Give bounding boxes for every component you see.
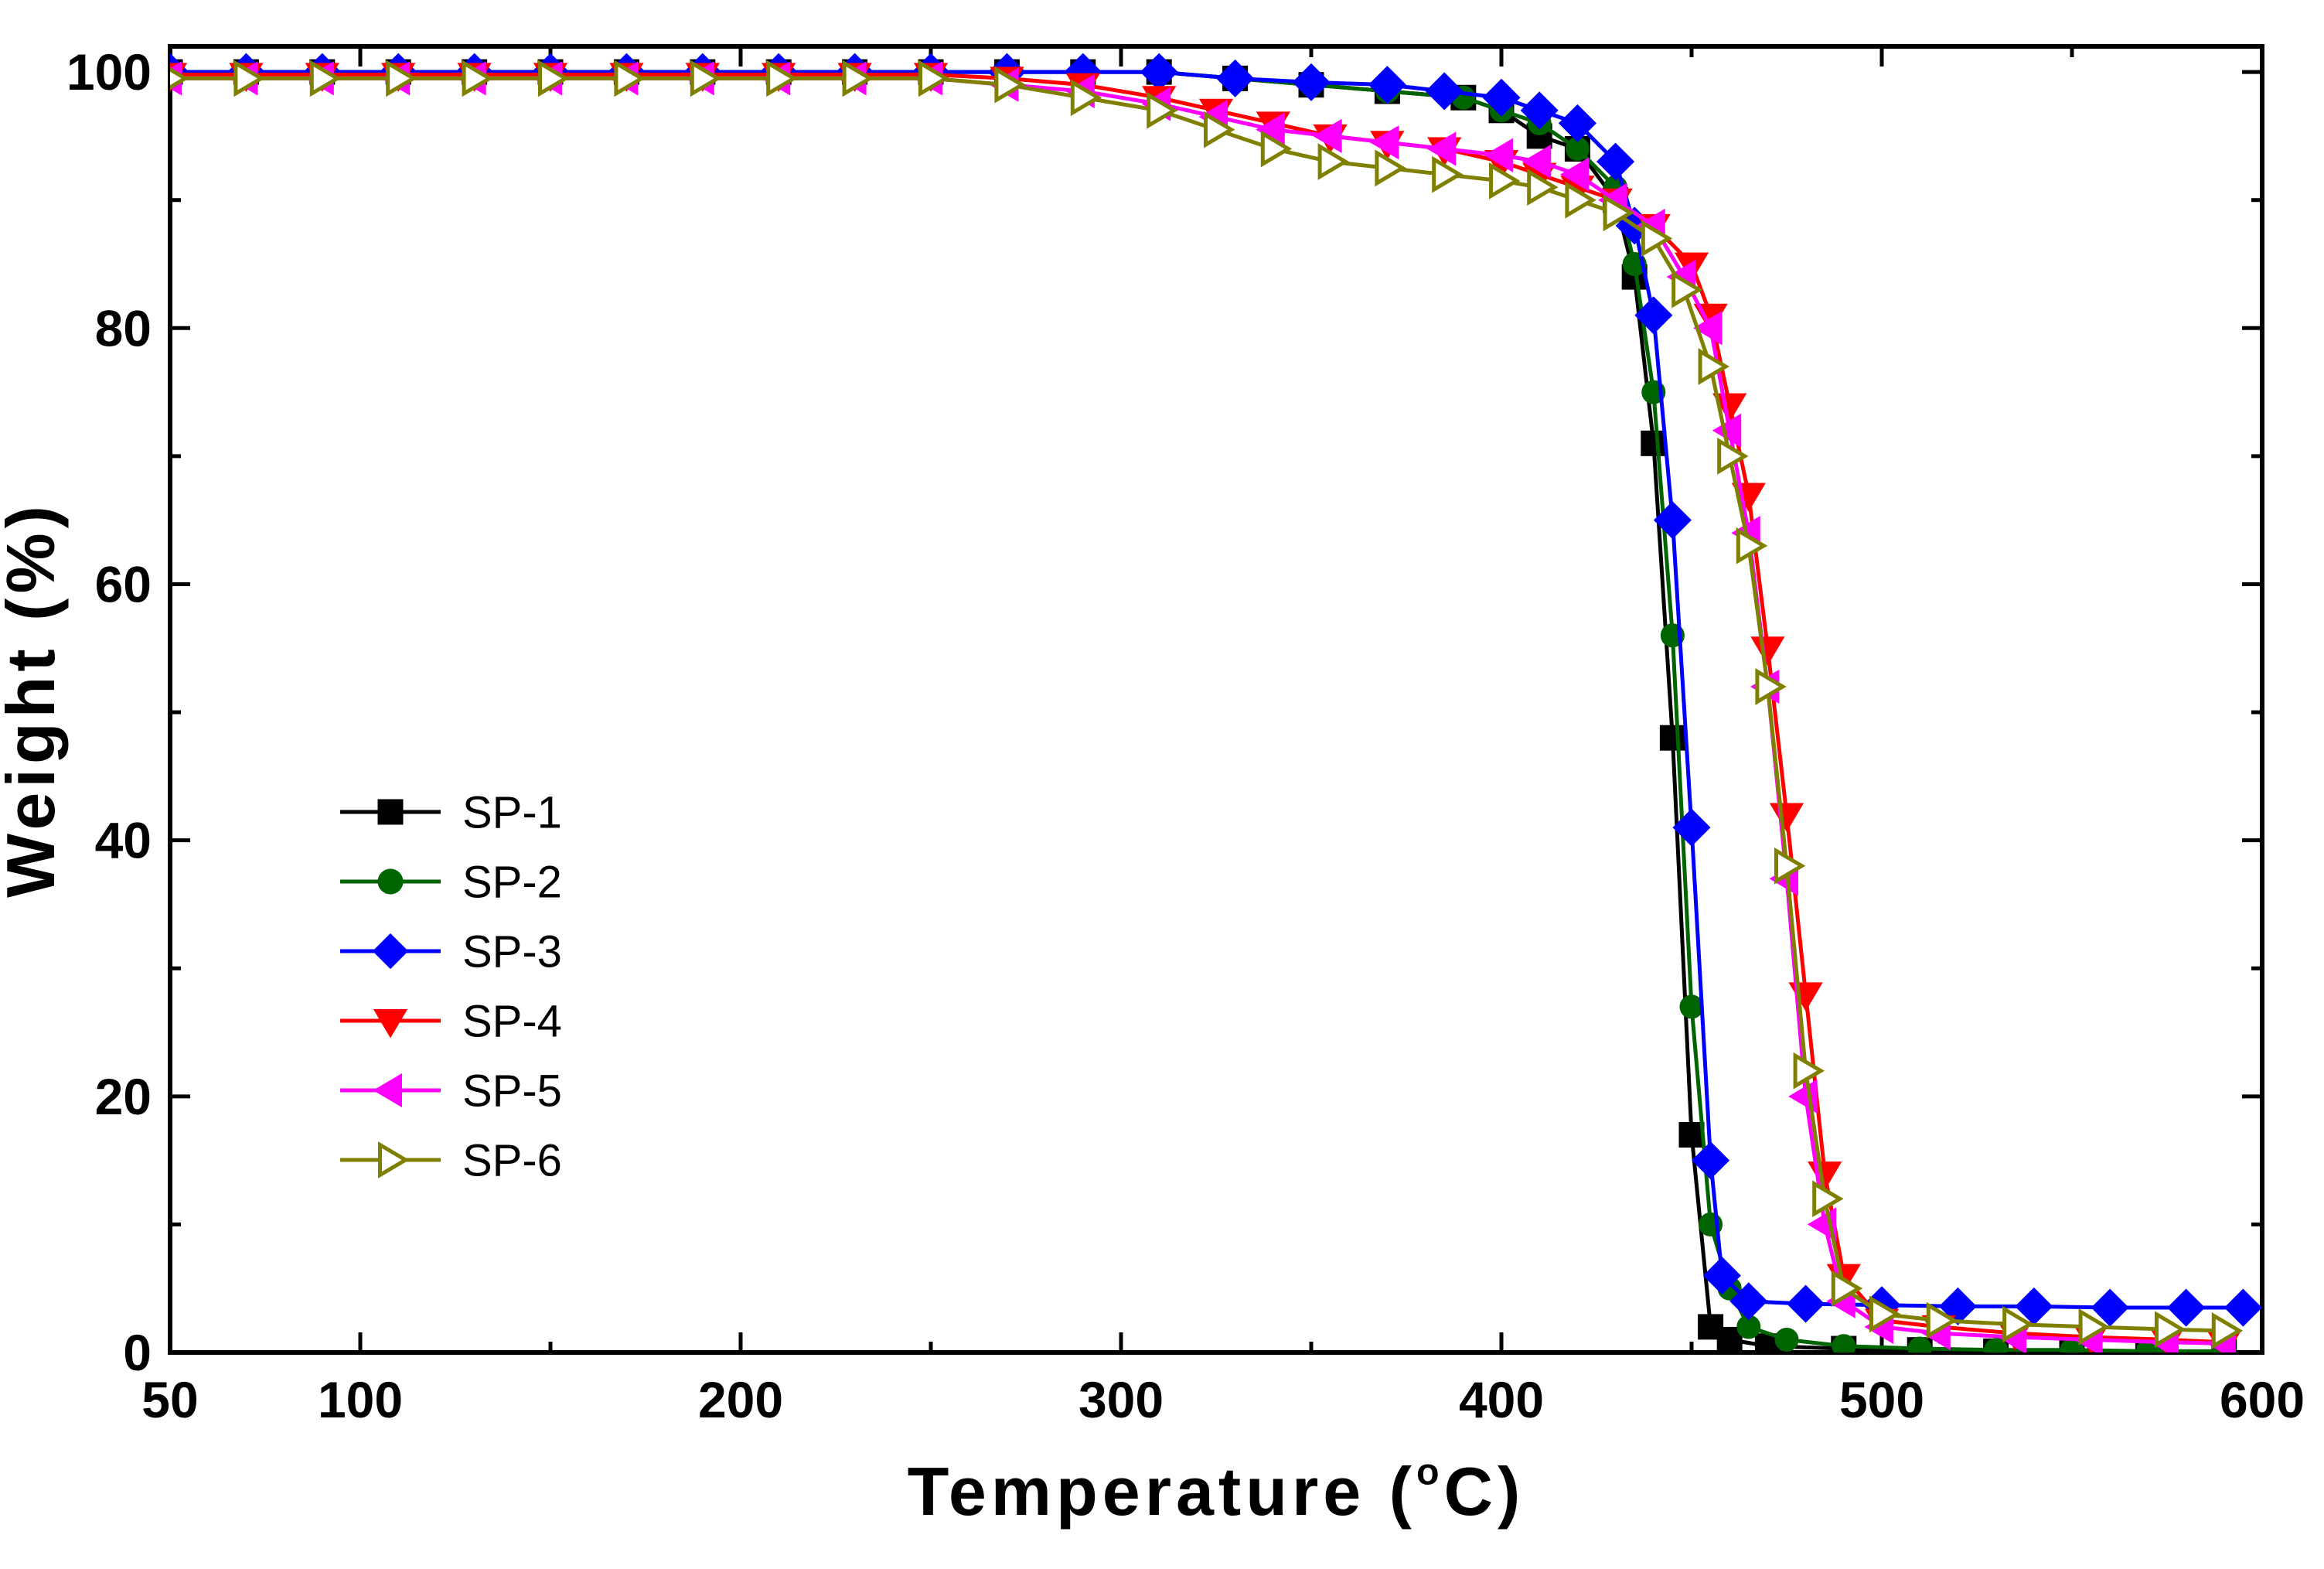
- chart-svg: 50100200300400500600020406080100Temperat…: [0, 0, 2324, 1569]
- svg-text:600: 600: [2220, 1371, 2305, 1428]
- legend-label: SP-4: [462, 996, 562, 1046]
- svg-text:60: 60: [95, 556, 152, 613]
- svg-text:200: 200: [698, 1371, 783, 1428]
- svg-text:400: 400: [1459, 1371, 1544, 1428]
- y-axis-label: Weight (%): [0, 501, 69, 898]
- svg-text:80: 80: [95, 299, 152, 356]
- legend-label: SP-1: [462, 787, 562, 837]
- svg-text:300: 300: [1079, 1371, 1164, 1428]
- svg-text:20: 20: [95, 1068, 152, 1125]
- tga-chart: 50100200300400500600020406080100Temperat…: [0, 0, 2324, 1569]
- svg-text:40: 40: [95, 812, 152, 869]
- legend-label: SP-2: [462, 857, 562, 907]
- legend-label: SP-3: [462, 926, 562, 977]
- svg-text:0: 0: [123, 1324, 152, 1381]
- svg-text:100: 100: [318, 1371, 403, 1428]
- svg-text:100: 100: [66, 43, 152, 101]
- legend-label: SP-5: [462, 1066, 562, 1116]
- svg-text:500: 500: [1839, 1371, 1924, 1428]
- legend-label: SP-6: [462, 1135, 562, 1185]
